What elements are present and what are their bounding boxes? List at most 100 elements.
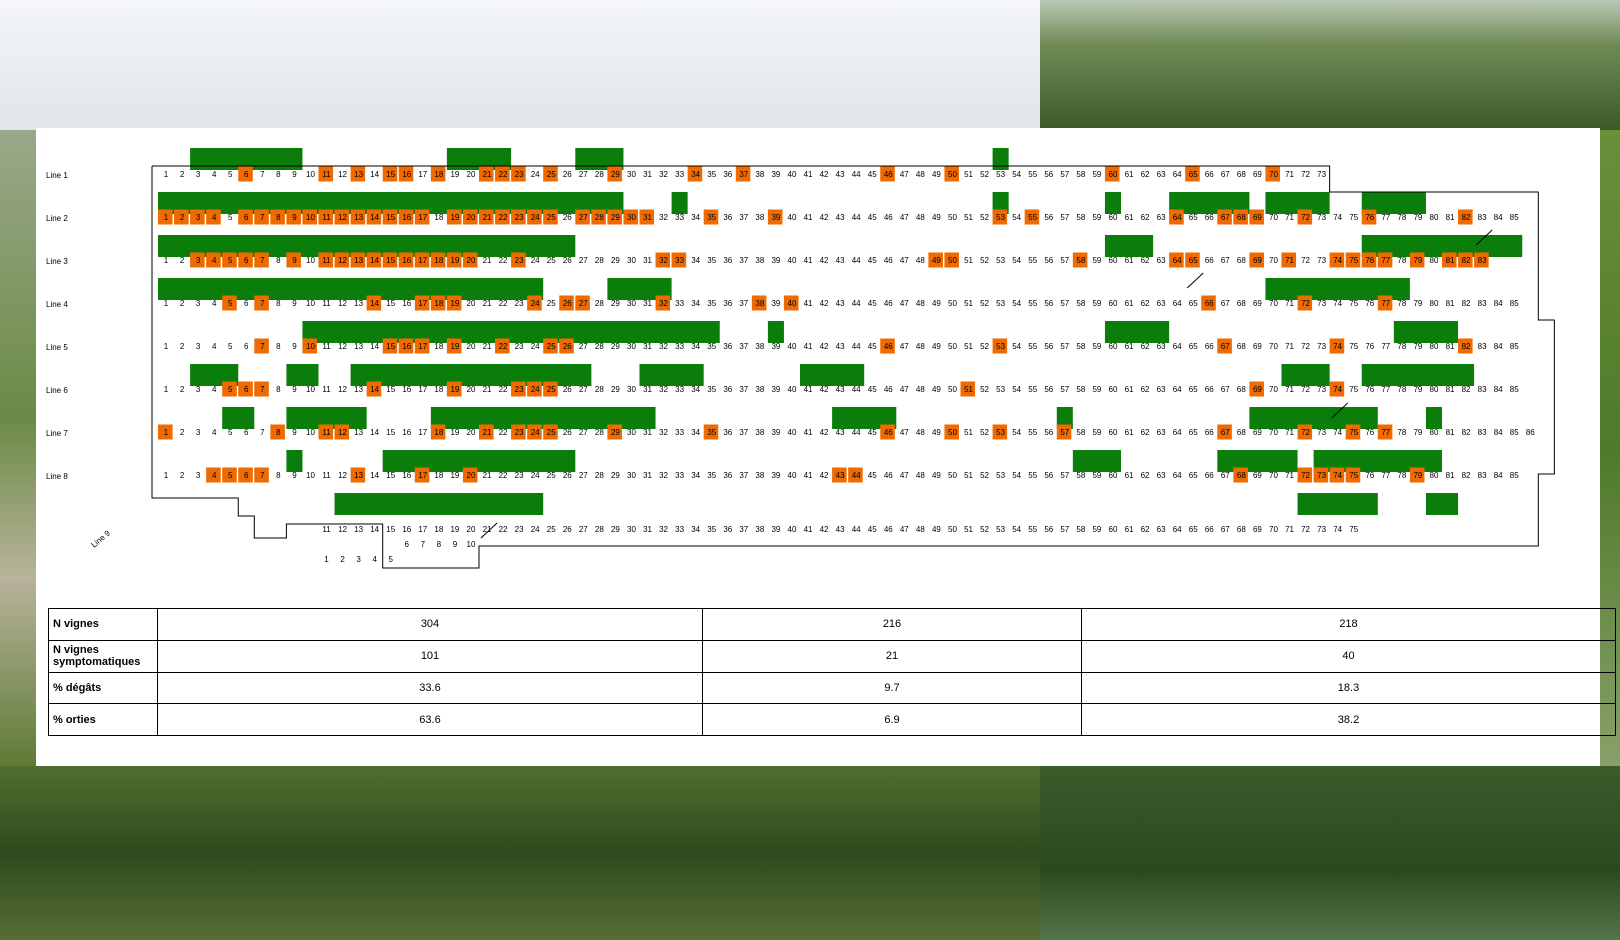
vine-number: 60 [1109,170,1118,179]
vine-number: 61 [1125,471,1134,480]
vine-number: 35 [707,299,716,308]
vine-cell-symptomatic [286,209,301,225]
vine-number: 76 [1365,299,1374,308]
vine-number: 59 [1092,342,1101,351]
vine-number: 72 [1301,471,1310,480]
vine-number: 26 [563,471,572,480]
vine-number: 30 [627,525,636,534]
vine-number: 52 [980,428,989,437]
vine-number: 50 [948,471,957,480]
vine-number: 74 [1333,213,1342,222]
vine-cell-symptomatic [543,209,558,225]
vine-number: 19 [450,256,459,265]
vine-number: 25 [547,428,556,437]
vine-number: 53 [996,471,1005,480]
vine-number: 34 [691,428,700,437]
vine-cell-symptomatic [350,467,366,483]
vine-number: 63 [1157,428,1166,437]
vine-cell-symptomatic [1185,166,1200,182]
row-label: Line 7 [46,429,68,438]
vine-number: 61 [1125,385,1134,394]
vine-number: 43 [836,471,845,480]
vine-number: 80 [1430,299,1439,308]
vine-number: 7 [260,471,265,480]
vine-number: 63 [1157,256,1166,265]
vine-cell-symptomatic [703,209,719,225]
vine-number: 41 [804,213,813,222]
vine-number: 58 [1076,342,1085,351]
vine-number: 37 [739,170,748,179]
vine-number: 71 [1285,525,1294,534]
vine-number: 72 [1301,299,1310,308]
vine-number: 21 [483,428,492,437]
vine-number: 5 [228,170,233,179]
vine-number: 36 [723,170,732,179]
vine-number: 44 [852,213,861,222]
vine-number: 33 [675,428,684,437]
vine-number: 82 [1462,256,1471,265]
vine-number: 63 [1157,385,1166,394]
vine-number: 83 [1478,342,1487,351]
vine-number: 22 [499,256,508,265]
vine-number: 54 [1012,428,1021,437]
vine-number: 86 [1526,428,1535,437]
vine-number: 43 [836,525,845,534]
vine-number: 34 [691,256,700,265]
vine-number: 31 [643,299,652,308]
vine-number: 43 [836,256,845,265]
vine-cell-symptomatic [1377,424,1393,440]
vine-cell-symptomatic [527,381,542,397]
vine-number: 80 [1430,342,1439,351]
vine-number: 79 [1413,471,1422,480]
vine-number: 9 [292,471,297,480]
vine-cell-symptomatic [1281,252,1297,268]
nettle-band [992,192,1009,214]
vine-number: 32 [659,471,668,480]
vine-number: 17 [418,525,427,534]
vine-number: 34 [691,385,700,394]
vine-number: 43 [836,385,845,394]
cell-value: 63.6 [157,703,703,736]
vine-number: 57 [1060,428,1069,437]
vine-cell-symptomatic [495,166,510,182]
vine-number: 30 [627,256,636,265]
vine-cell-symptomatic [446,338,462,354]
vine-number: 17 [418,471,427,480]
vine-number: 38 [755,385,764,394]
vine-number: 85 [1510,471,1519,480]
vine-cell-symptomatic [1217,209,1232,225]
vine-number: 20 [467,213,476,222]
vine-number: 7 [260,256,265,265]
vine-number: 22 [499,471,508,480]
vine-cell-symptomatic [1361,252,1377,268]
nettle-band [767,321,784,343]
vine-number: 37 [739,213,748,222]
vine-number: 21 [483,342,492,351]
vine-number: 56 [1044,342,1053,351]
vine-number: 39 [771,170,780,179]
vine-number: 51 [964,256,973,265]
vine-number: 66 [1205,428,1214,437]
vine-number: 50 [948,525,957,534]
vine-cell-symptomatic [655,252,671,268]
vine-cell-symptomatic [414,338,430,354]
vine-number: 1 [164,385,169,394]
vine-number: 71 [1285,299,1294,308]
vine-number: 12 [338,525,347,534]
vine-cell-symptomatic [479,424,494,440]
nettle-band [1361,235,1523,257]
vine-number: 65 [1189,342,1198,351]
vine-number: 85 [1510,342,1519,351]
vine-number: 71 [1285,213,1294,222]
vine-number: 13 [354,299,363,308]
vine-number: 80 [1430,428,1439,437]
vine-number: 76 [1365,342,1374,351]
vine-number: 38 [755,299,764,308]
vine-number: 42 [820,342,829,351]
vine-number: 42 [820,385,829,394]
vine-cell-symptomatic [398,252,414,268]
vine-number: 13 [354,342,363,351]
vine-cell-symptomatic [318,252,334,268]
vine-number: 14 [370,428,379,437]
vine-number: 4 [212,299,217,308]
